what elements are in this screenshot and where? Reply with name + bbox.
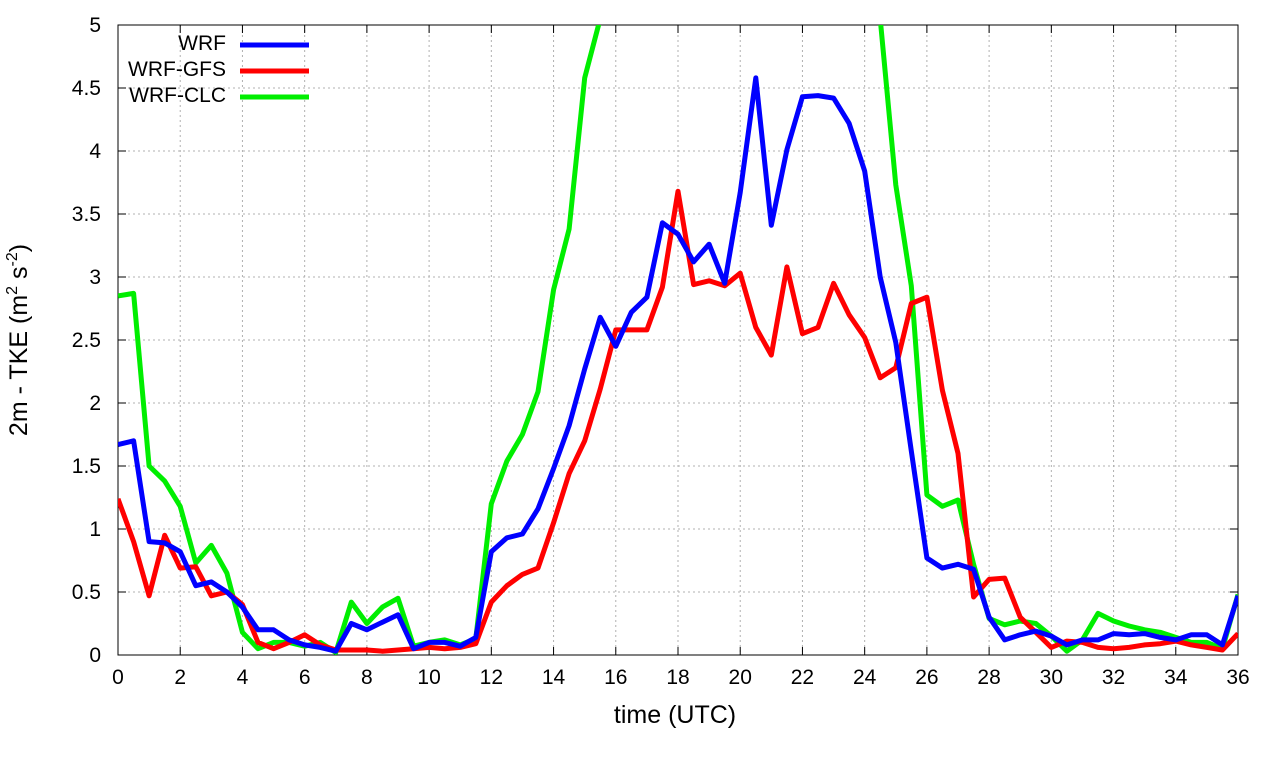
x-tick-label: 2 [174,666,186,689]
x-tick-label: 32 [1102,666,1125,689]
x-tick-label: 26 [915,666,938,689]
x-tick-label: 24 [853,666,877,689]
x-tick-label: 34 [1164,666,1188,689]
grid [118,25,1238,655]
x-tick-label: 4 [237,666,249,689]
y-tick-label: 4.5 [72,77,101,100]
series-line-wrf [118,75,1238,654]
y-axis-title-sup2: -2 [4,252,21,266]
y-tick-label: 5 [89,14,101,37]
y-tick-label: 2.5 [72,329,101,352]
x-tick-label: 18 [666,666,689,689]
x-tick-label: 20 [729,666,752,689]
x-tick-label: 22 [791,666,814,689]
y-tick-label: 4 [89,140,101,163]
legend-label-wrf-clc: WRF-CLC [129,84,226,107]
legend-label-wrf: WRF [178,32,226,55]
y-axis-title-mid: s [5,266,33,285]
x-tick-label: 36 [1226,666,1249,689]
x-tick-label: 8 [361,666,373,689]
x-tick-label: 0 [112,666,124,689]
legend: WRF WRF-GFS WRF-CLC [128,32,309,107]
axis-ticks: 0 2 4 6 8 10 12 14 16 18 20 22 24 26 28 30 32 34 3600.511.… [72,14,1250,689]
y-tick-label: 1 [89,518,101,541]
x-tick-label: 12 [480,666,503,689]
y-tick-label: 3 [89,266,101,289]
y-axis-title: 2m - TKE (m2 s-2) [4,244,33,436]
y-tick-label: 2 [89,392,101,415]
y-axis-title-end: ) [5,244,33,252]
x-tick-label: 14 [542,666,566,689]
y-axis-title-main: 2m - TKE (m [5,295,33,436]
y-tick-label: 0 [89,644,101,667]
series-line-wrf-gfs [118,188,1238,654]
y-tick-label: 0.5 [72,581,101,604]
x-tick-label: 6 [299,666,311,689]
x-tick-label: 16 [604,666,627,689]
x-tick-label: 10 [417,666,440,689]
y-tick-label: 3.5 [72,203,101,226]
legend-label-wrf-gfs: WRF-GFS [128,58,226,81]
x-axis-title: time (UTC) [614,701,736,729]
series-group [118,25,1238,655]
y-axis-title-sup1: 2 [4,286,21,295]
x-tick-label: 28 [977,666,1000,689]
y-tick-label: 1.5 [72,455,101,478]
x-tick-label: 30 [1040,666,1063,689]
